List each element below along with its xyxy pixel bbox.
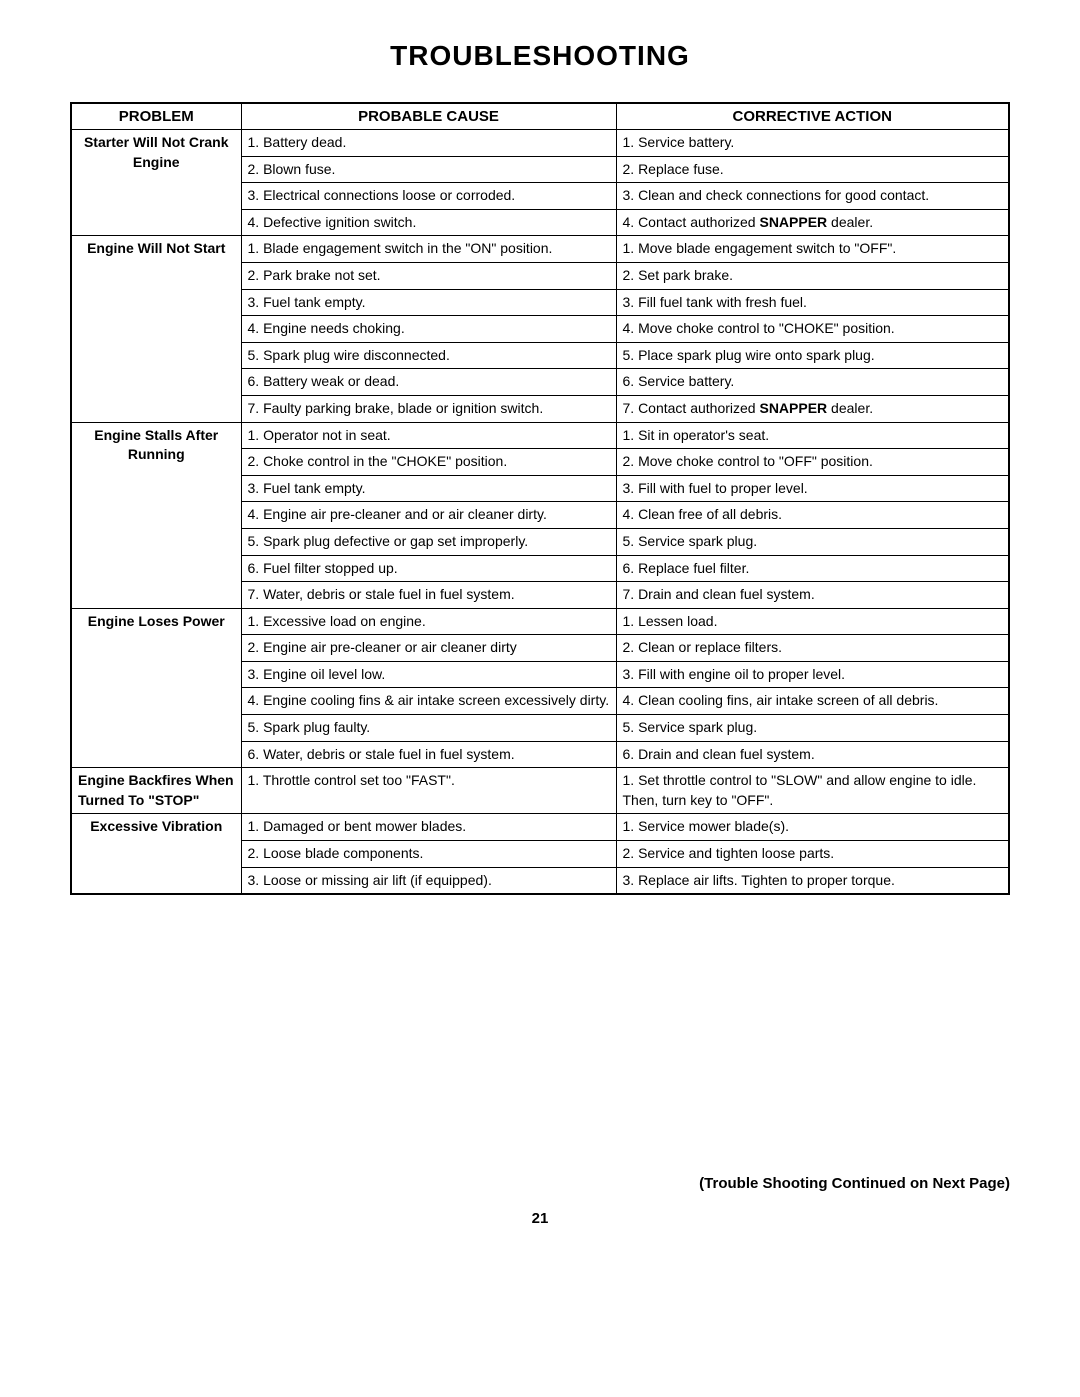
cause-cell: 1. Damaged or bent mower blades. [241, 814, 616, 841]
cause-cell: 3. Engine oil level low. [241, 661, 616, 688]
cause-cell: 7. Faulty parking brake, blade or igniti… [241, 395, 616, 422]
cause-cell: 1. Blade engagement switch in the "ON" p… [241, 236, 616, 263]
action-cell: 4. Clean free of all debris. [616, 502, 1009, 529]
action-cell: 1. Service mower blade(s). [616, 814, 1009, 841]
action-cell: 3. Fill fuel tank with fresh fuel. [616, 289, 1009, 316]
table-row: Excessive Vibration1. Damaged or bent mo… [71, 814, 1009, 841]
cause-cell: 6. Fuel filter stopped up. [241, 555, 616, 582]
problem-cell: Engine Will Not Start [71, 236, 241, 422]
action-cell: 3. Replace air lifts. Tighten to proper … [616, 867, 1009, 894]
action-cell: 4. Clean cooling fins, air intake screen… [616, 688, 1009, 715]
troubleshooting-table: PROBLEM PROBABLE CAUSE CORRECTIVE ACTION… [70, 102, 1010, 895]
action-cell: 5. Service spark plug. [616, 715, 1009, 742]
cause-cell: 6. Water, debris or stale fuel in fuel s… [241, 741, 616, 768]
problem-cell: Starter Will Not CrankEngine [71, 130, 241, 236]
action-cell: 1. Sit in operator's seat. [616, 422, 1009, 449]
action-cell: 2. Set park brake. [616, 262, 1009, 289]
table-row: Engine Will Not Start1. Blade engagement… [71, 236, 1009, 263]
action-cell: 6. Service battery. [616, 369, 1009, 396]
cause-cell: 3. Loose or missing air lift (if equippe… [241, 867, 616, 894]
cause-cell: 2. Park brake not set. [241, 262, 616, 289]
table-row: Engine Loses Power1. Excessive load on e… [71, 608, 1009, 635]
table-row: Engine Backfires WhenTurned To "STOP"1. … [71, 768, 1009, 814]
action-cell: 1. Move blade engagement switch to "OFF"… [616, 236, 1009, 263]
problem-cell: Engine Backfires WhenTurned To "STOP" [71, 768, 241, 814]
cause-cell: 4. Engine needs choking. [241, 316, 616, 343]
action-cell: 2. Replace fuse. [616, 156, 1009, 183]
action-cell: 1. Set throttle control to "SLOW" and al… [616, 768, 1009, 814]
problem-cell: Excessive Vibration [71, 814, 241, 894]
cause-cell: 2. Loose blade components. [241, 841, 616, 868]
action-cell: 5. Place spark plug wire onto spark plug… [616, 342, 1009, 369]
action-cell: 2. Move choke control to "OFF" position. [616, 449, 1009, 476]
cause-cell: 4. Defective ignition switch. [241, 209, 616, 236]
header-action: CORRECTIVE ACTION [616, 103, 1009, 130]
cause-cell: 5. Spark plug faulty. [241, 715, 616, 742]
cause-cell: 5. Spark plug wire disconnected. [241, 342, 616, 369]
cause-cell: 5. Spark plug defective or gap set impro… [241, 528, 616, 555]
action-cell: 6. Replace fuel filter. [616, 555, 1009, 582]
cause-cell: 3. Fuel tank empty. [241, 475, 616, 502]
cause-cell: 2. Engine air pre-cleaner or air cleaner… [241, 635, 616, 662]
action-cell: 3. Fill with fuel to proper level. [616, 475, 1009, 502]
action-cell: 1. Service battery. [616, 130, 1009, 157]
action-cell: 7. Drain and clean fuel system. [616, 582, 1009, 609]
cause-cell: 1. Excessive load on engine. [241, 608, 616, 635]
header-problem: PROBLEM [71, 103, 241, 130]
cause-cell: 1. Operator not in seat. [241, 422, 616, 449]
table-row: Engine Stalls AfterRunning1. Operator no… [71, 422, 1009, 449]
action-cell: 4. Contact authorized SNAPPER dealer. [616, 209, 1009, 236]
cause-cell: 3. Electrical connections loose or corro… [241, 183, 616, 210]
action-cell: 4. Move choke control to "CHOKE" positio… [616, 316, 1009, 343]
page-number: 21 [0, 1210, 1080, 1227]
problem-cell: Engine Stalls AfterRunning [71, 422, 241, 608]
action-cell: 6. Drain and clean fuel system. [616, 741, 1009, 768]
action-cell: 7. Contact authorized SNAPPER dealer. [616, 395, 1009, 422]
continuation-note: (Trouble Shooting Continued on Next Page… [699, 1175, 1010, 1192]
action-cell: 2. Service and tighten loose parts. [616, 841, 1009, 868]
cause-cell: 7. Water, debris or stale fuel in fuel s… [241, 582, 616, 609]
problem-cell: Engine Loses Power [71, 608, 241, 768]
action-cell: 3. Fill with engine oil to proper level. [616, 661, 1009, 688]
cause-cell: 1. Battery dead. [241, 130, 616, 157]
table-row: Starter Will Not CrankEngine1. Battery d… [71, 130, 1009, 157]
cause-cell: 2. Blown fuse. [241, 156, 616, 183]
cause-cell: 4. Engine cooling fins & air intake scre… [241, 688, 616, 715]
cause-cell: 1. Throttle control set too "FAST". [241, 768, 616, 814]
cause-cell: 3. Fuel tank empty. [241, 289, 616, 316]
action-cell: 5. Service spark plug. [616, 528, 1009, 555]
action-cell: 2. Clean or replace filters. [616, 635, 1009, 662]
action-cell: 3. Clean and check connections for good … [616, 183, 1009, 210]
page-title: TROUBLESHOOTING [70, 40, 1010, 72]
action-cell: 1. Lessen load. [616, 608, 1009, 635]
table-header-row: PROBLEM PROBABLE CAUSE CORRECTIVE ACTION [71, 103, 1009, 130]
header-cause: PROBABLE CAUSE [241, 103, 616, 130]
cause-cell: 6. Battery weak or dead. [241, 369, 616, 396]
cause-cell: 4. Engine air pre-cleaner and or air cle… [241, 502, 616, 529]
cause-cell: 2. Choke control in the "CHOKE" position… [241, 449, 616, 476]
